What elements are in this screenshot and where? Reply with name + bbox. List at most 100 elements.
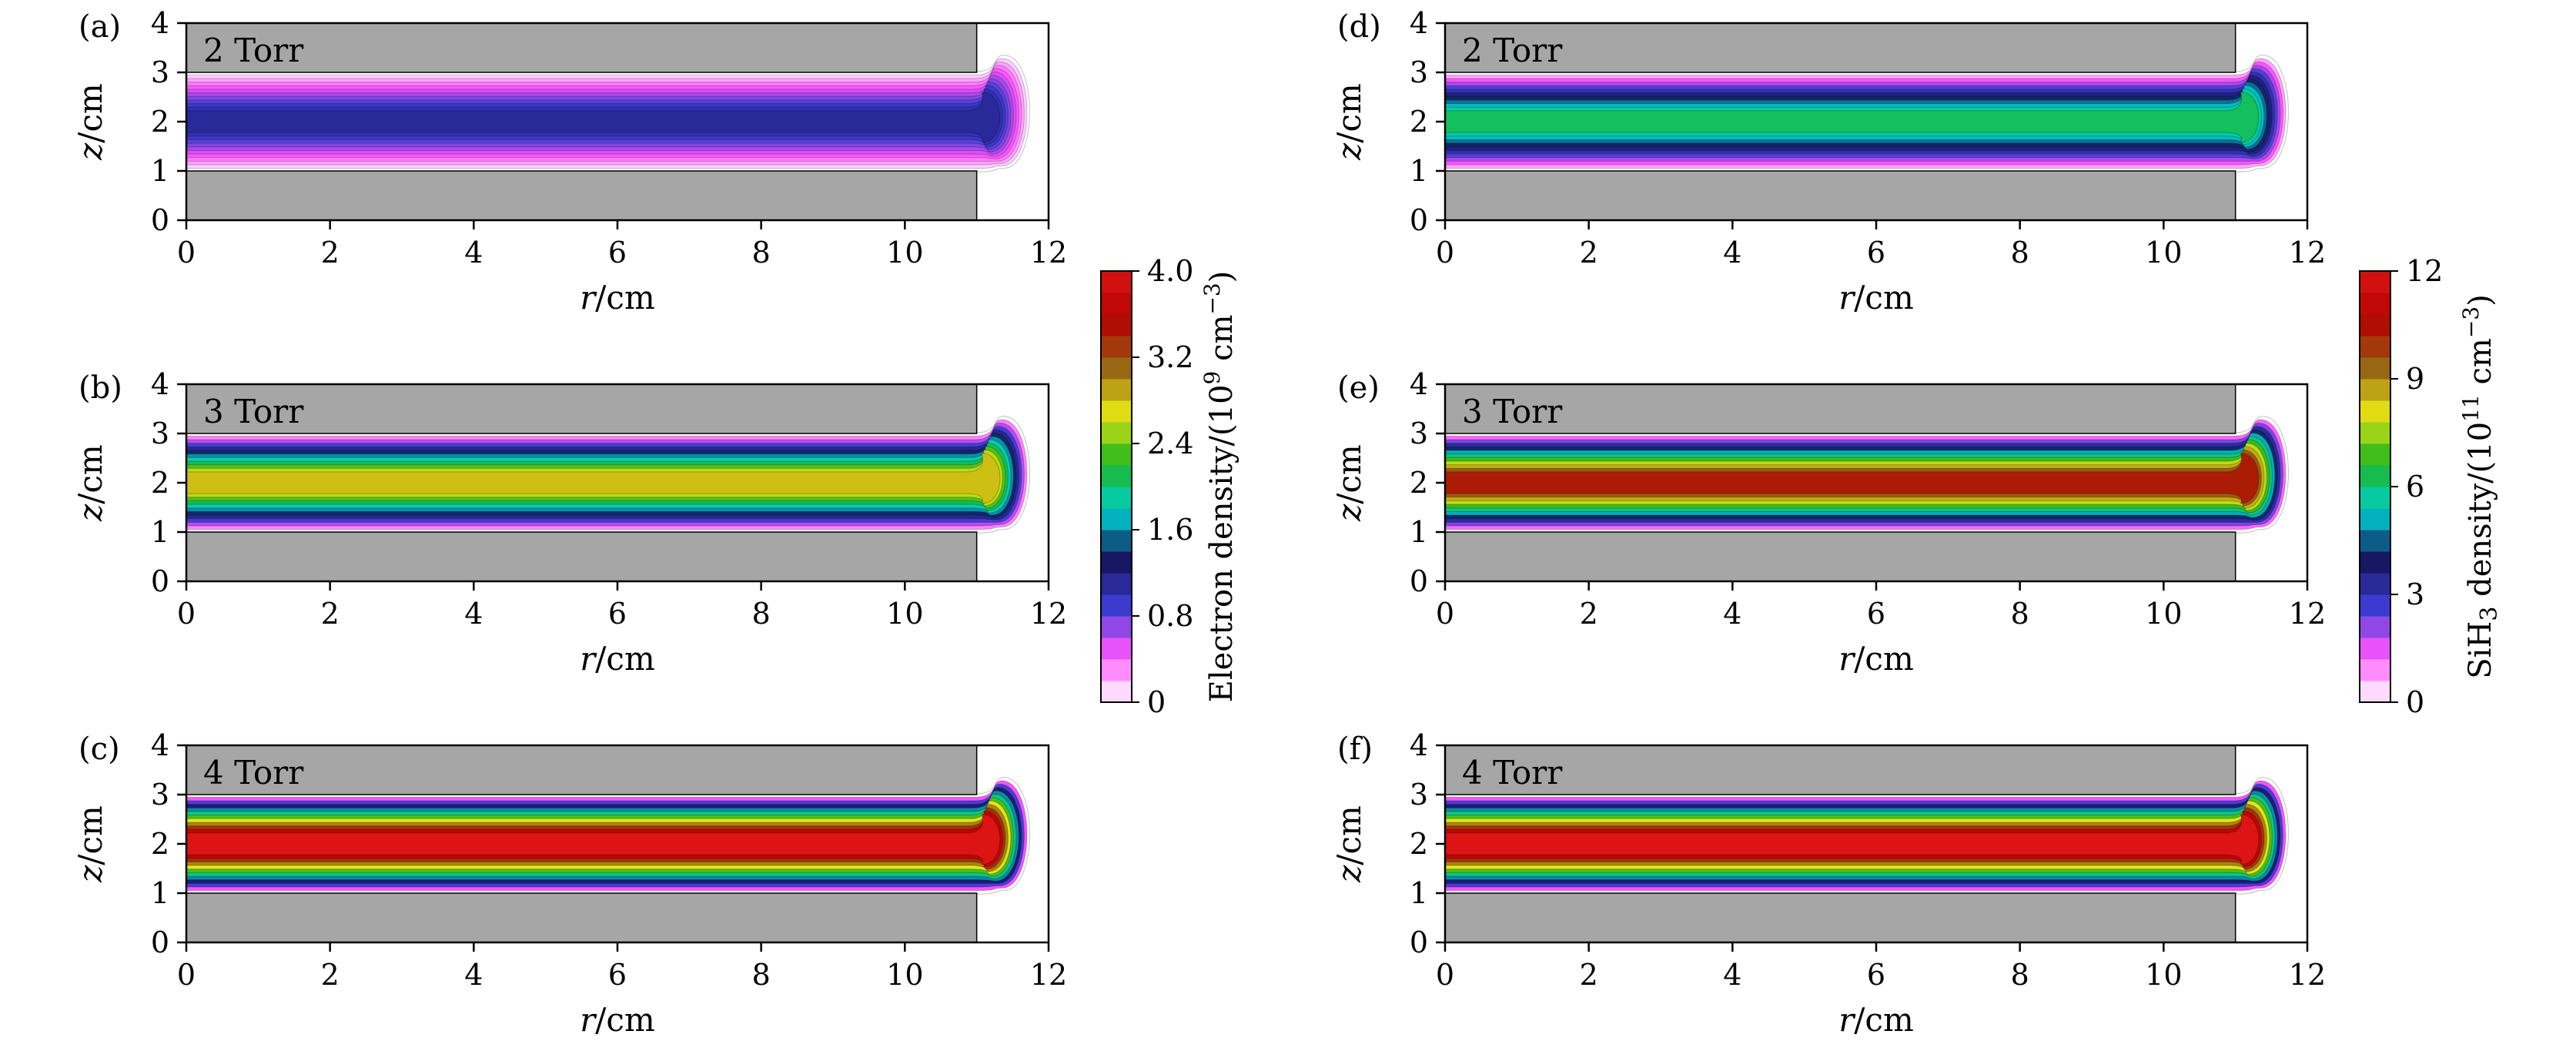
lower-electrode bbox=[1444, 531, 2236, 582]
colorbar-band bbox=[1101, 659, 1132, 681]
y-tick-label: 0 bbox=[1410, 925, 1428, 959]
colorbar-tick-label: 3.2 bbox=[1147, 340, 1193, 374]
colorbar-band bbox=[2360, 357, 2390, 380]
y-tick-label: 0 bbox=[151, 925, 169, 959]
contour-level bbox=[186, 453, 1001, 504]
y-tick-label: 2 bbox=[151, 466, 169, 500]
colorbar-band bbox=[1101, 314, 1132, 336]
x-tick-label: 0 bbox=[177, 597, 196, 631]
upper-electrode bbox=[186, 383, 978, 434]
x-tick-label: 12 bbox=[1030, 958, 1067, 992]
x-tick-label: 12 bbox=[2289, 597, 2326, 631]
y-tick-label: 4 bbox=[151, 728, 169, 762]
contour-level bbox=[186, 814, 1001, 865]
colorbar-band bbox=[1101, 530, 1132, 552]
y-tick-label: 3 bbox=[151, 778, 169, 812]
y-tick-label: 3 bbox=[151, 55, 169, 89]
x-tick-label: 4 bbox=[1723, 236, 1741, 269]
y-tick-label: 4 bbox=[1410, 728, 1428, 762]
x-tick-label: 2 bbox=[1580, 958, 1598, 992]
y-tick-label: 1 bbox=[151, 154, 169, 188]
colorbar-band bbox=[2360, 293, 2390, 315]
contour-level bbox=[1445, 814, 2260, 865]
y-tick-label: 1 bbox=[1410, 154, 1428, 188]
x-tick-label: 12 bbox=[2289, 958, 2326, 992]
x-tick-label: 2 bbox=[321, 958, 340, 992]
y-tick-label: 3 bbox=[151, 417, 169, 450]
x-tick-label: 8 bbox=[752, 597, 771, 631]
colorbar-tick-label: 9 bbox=[2406, 362, 2424, 396]
y-tick-label: 2 bbox=[151, 827, 169, 861]
colorbar-band bbox=[2360, 616, 2390, 638]
y-tick-label: 2 bbox=[1410, 466, 1428, 500]
colorbar-band bbox=[2360, 638, 2390, 660]
colorbar-title: Electron density/(109 cm−3) bbox=[1199, 271, 1240, 703]
contour-level bbox=[1445, 92, 2260, 143]
y-axis-label: z/cm bbox=[72, 805, 109, 883]
x-tick-label: 4 bbox=[464, 236, 483, 269]
lower-electrode bbox=[1444, 170, 2236, 221]
colorbar-band bbox=[2360, 336, 2390, 358]
colorbar-tick-label: 12 bbox=[2406, 254, 2443, 288]
colorbar-band bbox=[2360, 487, 2390, 509]
y-axis-label: z/cm bbox=[72, 83, 109, 161]
colorbar-band bbox=[1101, 336, 1132, 358]
panel-letter: (b) bbox=[79, 370, 122, 406]
density-field bbox=[186, 23, 1049, 220]
y-axis-label: z/cm bbox=[1330, 83, 1368, 161]
colorbar-band bbox=[2360, 594, 2390, 617]
colorbar-band bbox=[1101, 616, 1132, 638]
colorbar-band bbox=[2360, 443, 2390, 466]
colorbar-band bbox=[1101, 293, 1132, 315]
lower-electrode bbox=[186, 892, 978, 943]
x-tick-label: 6 bbox=[1867, 958, 1885, 992]
x-tick-label: 6 bbox=[1867, 236, 1885, 269]
y-tick-label: 1 bbox=[151, 876, 169, 910]
colorbar-band bbox=[1101, 465, 1132, 487]
colorbar-band bbox=[1101, 638, 1132, 660]
pressure-label: 2 Torr bbox=[203, 32, 304, 69]
x-tick-label: 8 bbox=[2011, 597, 2029, 631]
upper-electrode bbox=[1444, 383, 2236, 434]
y-tick-label: 3 bbox=[1410, 55, 1428, 89]
x-axis-label: r/cm bbox=[580, 1001, 655, 1039]
x-tick-label: 10 bbox=[886, 236, 923, 269]
contour-level bbox=[186, 92, 1001, 143]
colorbar-band bbox=[1101, 594, 1132, 617]
x-tick-label: 6 bbox=[1867, 597, 1885, 631]
colorbar-tick-label: 0.8 bbox=[1147, 599, 1193, 633]
colorbar-band bbox=[1101, 487, 1132, 509]
y-tick-label: 2 bbox=[151, 105, 169, 139]
colorbar-band bbox=[2360, 659, 2390, 681]
y-tick-label: 3 bbox=[1410, 778, 1428, 812]
colorbar-tick-label: 3 bbox=[2406, 577, 2424, 611]
colorbar-band bbox=[1101, 573, 1132, 595]
colorbar-band bbox=[2360, 681, 2390, 703]
x-tick-label: 4 bbox=[464, 597, 483, 631]
colorbar-band bbox=[2360, 551, 2390, 574]
colorbar-tick-label: 0 bbox=[2406, 685, 2424, 719]
x-tick-label: 4 bbox=[1723, 958, 1741, 992]
upper-electrode bbox=[1444, 745, 2236, 795]
x-tick-label: 2 bbox=[321, 597, 340, 631]
pressure-label: 4 Torr bbox=[1462, 754, 1563, 792]
colorbar-band bbox=[2360, 400, 2390, 423]
colorbar-band bbox=[1101, 400, 1132, 423]
x-tick-label: 10 bbox=[886, 958, 923, 992]
x-tick-label: 10 bbox=[2145, 597, 2182, 631]
y-tick-label: 1 bbox=[1410, 876, 1428, 910]
colorbar-tick-label: 0 bbox=[1147, 685, 1166, 719]
upper-electrode bbox=[186, 745, 978, 795]
x-tick-label: 12 bbox=[1030, 597, 1067, 631]
x-tick-label: 10 bbox=[2145, 236, 2182, 269]
colorbar-tick-label: 6 bbox=[2406, 470, 2424, 504]
x-axis-label: r/cm bbox=[1838, 1001, 1914, 1039]
x-axis-label: r/cm bbox=[1838, 279, 1914, 316]
pressure-label: 2 Torr bbox=[1462, 32, 1563, 69]
y-tick-label: 4 bbox=[151, 6, 169, 40]
x-tick-label: 6 bbox=[608, 236, 627, 269]
